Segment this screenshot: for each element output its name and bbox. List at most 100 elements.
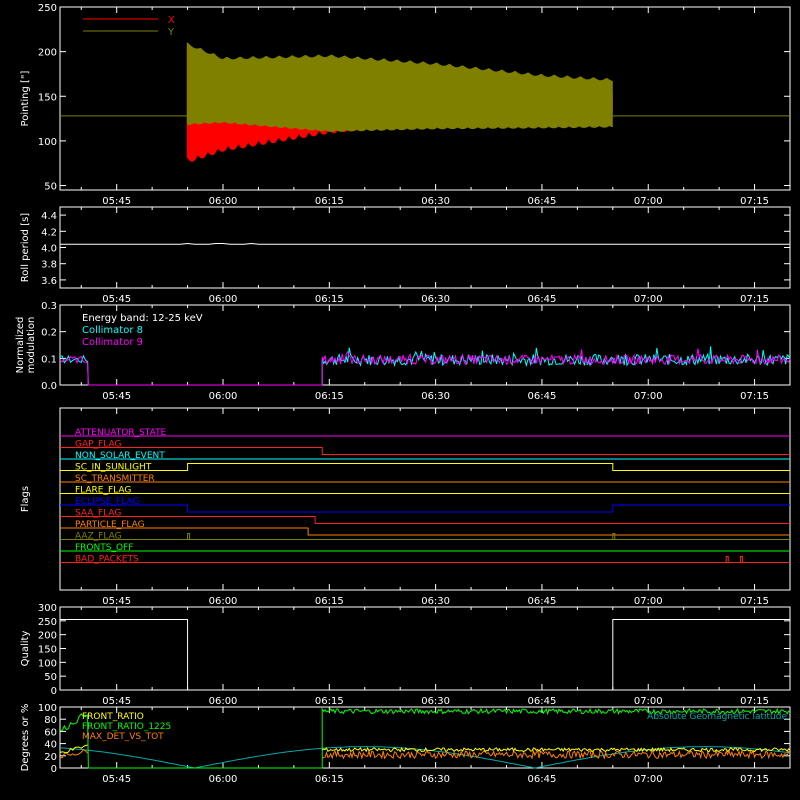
y-axis-label: Degrees or %: [20, 704, 31, 772]
x-tick-label: 06:30: [421, 196, 450, 207]
plot-frame: [59, 304, 791, 386]
x-tick-label: 05:45: [102, 774, 131, 785]
x-tick-label: 06:30: [421, 696, 450, 707]
x-tick-label: 07:00: [634, 196, 663, 207]
flag-label: ATTENUATOR_STATE: [75, 428, 167, 438]
flag-label: SC_IN_SUNLIGHT: [75, 463, 152, 473]
y-axis-label: modulation: [26, 317, 37, 374]
x-tick-label: 07:15: [740, 774, 769, 785]
flags-panel: 05:45 06:00 06:15 06:30 06:45 07:00 07:15 Flags…: [20, 407, 791, 607]
x-tick-label: 06:45: [528, 196, 557, 207]
x-tick-label: 06:15: [315, 196, 344, 207]
plot-frame: [59, 407, 791, 591]
y-tick-label: 3.6: [41, 276, 57, 287]
x-tick-label: 06:30: [421, 391, 450, 402]
y-tick-label: 40: [44, 740, 57, 751]
y-axis-label: Roll period [s]: [20, 213, 31, 282]
flag-label: FLARE_FLAG: [75, 486, 131, 496]
legend-label: X: [168, 15, 175, 26]
x-tick-label: 05:45: [102, 196, 131, 207]
y-tick-label: 4.4: [41, 211, 57, 222]
x-tick-label: 05:45: [102, 391, 131, 402]
x-tick-label: 06:30: [421, 596, 450, 607]
x-tick-label: 06:00: [209, 774, 238, 785]
x-tick-label: 06:30: [421, 294, 450, 305]
y-tick-label: 0.3: [41, 301, 57, 312]
energy-band-label: Energy band: 12-25 keV: [82, 313, 203, 324]
x-tick-label: 07:15: [740, 294, 769, 305]
collimator-8-series: [59, 346, 791, 386]
y-tick-label: 300: [38, 603, 57, 614]
y-tick-label: 0.2: [41, 328, 57, 339]
y-tick-label: 80: [44, 715, 57, 726]
x-tick-label: 06:00: [209, 196, 238, 207]
plot-frame: [59, 706, 791, 769]
max-det-vs-tot-series: [59, 748, 791, 760]
flag-label: FRONTS_OFF: [75, 543, 133, 553]
flag-line: [60, 463, 790, 471]
x-tick-label: 06:15: [315, 596, 344, 607]
x-tick-label: 06:00: [209, 294, 238, 305]
y-tick-label: 60: [44, 727, 57, 738]
y-tick-label: 4.2: [41, 227, 57, 238]
x-tick-label: 07:00: [634, 294, 663, 305]
x-tick-label: 06:45: [528, 774, 557, 785]
x-tick-label: 07:00: [634, 391, 663, 402]
ratio-panel: 05:45 06:00 06:15 06:30 06:45 07:00 07:15 Degre…: [20, 703, 791, 785]
y-tick-label: 3.8: [41, 260, 57, 271]
quality-line: [60, 618, 790, 691]
flag-pulse: [725, 556, 729, 563]
flag-label: SC_TRANSMITTER: [75, 474, 155, 484]
x-tick-label: 05:45: [102, 696, 131, 707]
y-tick-label: 250: [38, 3, 57, 14]
y-tick-label: 200: [38, 631, 57, 642]
x-tick-label: 06:45: [528, 391, 557, 402]
plot-frame: [59, 6, 791, 191]
x-tick-label: 06:45: [528, 696, 557, 707]
y-tick-label: 20: [44, 752, 57, 763]
y-tick-label: 4.0: [41, 244, 57, 255]
plot-frame: [59, 206, 791, 289]
collimator-9-series: [59, 348, 791, 386]
y-tick-label: 100: [38, 137, 57, 148]
y-axis-label: Normalized: [15, 317, 26, 374]
x-tick-label: 07:00: [634, 696, 663, 707]
flag-label: BAD_PACKETS: [75, 555, 139, 565]
pointing-y-series: [186, 42, 613, 132]
legend-label: FRONT_RATIO: [82, 712, 144, 722]
flag-line: [60, 504, 790, 513]
y-axis-label: Pointing ["]: [20, 70, 31, 126]
legend-label: Collimator 9: [82, 337, 143, 348]
y-axis-label: Quality: [20, 631, 31, 667]
legend-label: Collimator 8: [82, 325, 143, 336]
y-tick-label: 200: [38, 48, 57, 59]
x-tick-label: 06:15: [315, 391, 344, 402]
quality-panel: 05:45 06:00 06:15 06:30 06:45 07:00 07:15 Quali…: [20, 603, 791, 707]
x-tick-label: 07:15: [740, 596, 769, 607]
x-tick-label: 07:15: [740, 696, 769, 707]
legend-label: FRONT_RATIO_1225: [82, 722, 171, 732]
y-tick-label: 50: [44, 182, 57, 193]
front-ratio-series: [59, 744, 791, 754]
flag-label: NON_SOLAR_EVENT: [75, 451, 165, 461]
x-tick-label: 07:00: [634, 596, 663, 607]
y-tick-label: 100: [38, 658, 57, 669]
y-tick-label: 150: [38, 92, 57, 103]
x-tick-label: 06:15: [315, 294, 344, 305]
x-tick-label: 07:00: [634, 774, 663, 785]
flag-pulse: [739, 556, 743, 563]
flag-pulse: [612, 533, 616, 540]
flag-label: PARTICLE_FLAG: [75, 520, 145, 530]
flag-line: [60, 447, 790, 455]
flag-line: [60, 516, 790, 524]
x-tick-label: 07:15: [740, 196, 769, 207]
y-tick-label: 0: [51, 764, 57, 775]
pointing-panel: 05:45 06:00 06:15 06:30 06:45 07:00 07:15 Point…: [20, 3, 791, 207]
roll-period-panel: 05:45 06:00 06:15 06:30 06:45 07:00 07:15 Roll …: [20, 206, 791, 305]
x-tick-label: 06:45: [528, 596, 557, 607]
legend-label: MAX_DET_VS_TOT: [82, 732, 164, 742]
y-tick-label: 0.1: [41, 354, 57, 365]
y-tick-label: 0.0: [41, 381, 57, 392]
y-tick-label: 100: [38, 703, 57, 714]
x-tick-label: 05:45: [102, 294, 131, 305]
